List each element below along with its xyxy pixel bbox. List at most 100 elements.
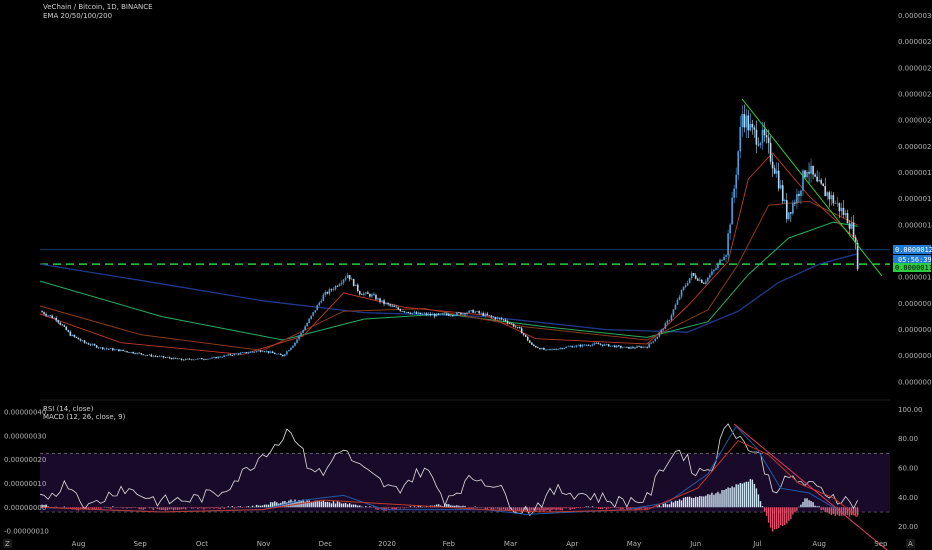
macd-histogram-bar[interactable] [342, 503, 345, 508]
candle-body[interactable] [557, 348, 559, 350]
macd-histogram-bar[interactable] [543, 507, 545, 512]
macd-histogram-bar[interactable] [288, 500, 290, 508]
candle-body[interactable] [591, 344, 594, 346]
candle-body[interactable] [379, 298, 381, 302]
candle-body[interactable] [116, 349, 118, 350]
macd-histogram-bar[interactable] [692, 497, 695, 508]
candle-body[interactable] [247, 352, 250, 354]
candle-body[interactable] [429, 313, 432, 316]
candle-body[interactable] [607, 344, 610, 347]
macd-histogram-bar[interactable] [399, 507, 401, 509]
candle-body[interactable] [358, 290, 361, 295]
macd-histogram-bar[interactable] [828, 507, 830, 514]
macd-histogram-bar[interactable] [666, 504, 669, 508]
candle-body[interactable] [741, 114, 744, 127]
candle-body[interactable] [559, 348, 561, 349]
macd-histogram-bar[interactable] [47, 506, 49, 508]
candle-body[interactable] [352, 279, 355, 286]
macd-histogram-bar[interactable] [178, 507, 181, 510]
candle-body[interactable] [634, 347, 636, 349]
candle-body[interactable] [243, 352, 246, 353]
macd-histogram-bar[interactable] [759, 501, 762, 508]
macd-histogram-bar[interactable] [318, 501, 320, 508]
candle-body[interactable] [500, 318, 503, 320]
macd-histogram-bar[interactable] [796, 507, 798, 511]
macd-histogram-bar[interactable] [648, 507, 650, 509]
candle-body[interactable] [348, 275, 351, 280]
candle-body[interactable] [520, 328, 523, 334]
macd-histogram-bar[interactable] [170, 507, 173, 510]
candle-body[interactable] [498, 317, 501, 319]
candle-body[interactable] [209, 358, 211, 360]
macd-histogram-bar[interactable] [737, 484, 739, 508]
candle-body[interactable] [221, 357, 223, 358]
macd-histogram-bar[interactable] [686, 496, 689, 508]
macd-histogram-bar[interactable] [846, 507, 849, 515]
candle-body[interactable] [713, 269, 715, 272]
macd-histogram-bar[interactable] [87, 507, 90, 510]
candle-body[interactable] [79, 339, 82, 341]
candle-body[interactable] [794, 203, 796, 204]
macd-histogram-bar[interactable] [634, 507, 636, 511]
candle-body[interactable] [757, 144, 760, 146]
candle-body[interactable] [235, 353, 238, 355]
candle-body[interactable] [664, 323, 667, 329]
macd-histogram-bar[interactable] [377, 507, 379, 510]
candle-body[interactable] [808, 171, 810, 174]
rsi-line[interactable] [39, 423, 858, 517]
candle-body[interactable] [840, 207, 843, 212]
candle-body[interactable] [626, 346, 628, 348]
macd-histogram-bar[interactable] [371, 507, 373, 508]
macd-histogram-bar[interactable] [259, 505, 262, 508]
macd-histogram-bar[interactable] [352, 504, 355, 508]
candle-body[interactable] [844, 213, 847, 216]
candle-body[interactable] [377, 298, 379, 300]
macd-histogram-bar[interactable] [802, 501, 804, 508]
candle-body[interactable] [601, 344, 604, 346]
macd-histogram-bar[interactable] [741, 483, 743, 508]
candle-body[interactable] [435, 313, 438, 317]
candle-body[interactable] [427, 313, 430, 315]
candle-body[interactable] [518, 327, 521, 329]
candle-body[interactable] [231, 355, 234, 356]
macd-histogram-bar[interactable] [810, 500, 812, 508]
macd-histogram-bar[interactable] [108, 507, 110, 509]
candle-body[interactable] [533, 344, 535, 346]
candle-body[interactable] [563, 348, 565, 349]
candle-body[interactable] [47, 315, 49, 317]
macd-histogram-bar[interactable] [587, 506, 590, 508]
candle-body[interactable] [387, 303, 389, 305]
candle-body[interactable] [703, 282, 705, 284]
macd-histogram-bar[interactable] [85, 507, 88, 509]
macd-histogram-bar[interactable] [274, 501, 276, 508]
macd-histogram-bar[interactable] [383, 507, 385, 511]
candle-body[interactable] [203, 359, 205, 360]
candle-body[interactable] [284, 354, 286, 357]
macd-histogram-bar[interactable] [55, 506, 57, 508]
candle-body[interactable] [140, 353, 142, 355]
candle-body[interactable] [524, 334, 527, 337]
candle-body[interactable] [403, 311, 406, 313]
macd-histogram-bar[interactable] [156, 507, 159, 510]
candle-body[interactable] [715, 268, 717, 270]
macd-histogram-bar[interactable] [751, 479, 754, 508]
macd-histogram-bar[interactable] [583, 507, 586, 508]
macd-histogram-bar[interactable] [45, 504, 47, 508]
macd-histogram-bar[interactable] [330, 503, 333, 508]
macd-histogram-bar[interactable] [476, 507, 478, 509]
macd-histogram-bar[interactable] [640, 507, 642, 509]
candle-body[interactable] [486, 313, 489, 316]
macd-histogram-bar[interactable] [672, 502, 675, 508]
macd-histogram-bar[interactable] [771, 507, 774, 532]
macd-histogram-bar[interactable] [437, 504, 440, 508]
candle-body[interactable] [89, 344, 92, 346]
macd-histogram-bar[interactable] [695, 496, 697, 508]
macd-histogram-bar[interactable] [792, 507, 794, 515]
candle-body[interactable] [393, 305, 395, 307]
candle-body[interactable] [731, 197, 733, 225]
macd-histogram-bar[interactable] [393, 507, 395, 511]
macd-histogram-bar[interactable] [41, 504, 43, 508]
macd-histogram-bar[interactable] [500, 507, 503, 511]
macd-histogram-bar[interactable] [405, 507, 408, 508]
candle-body[interactable] [454, 315, 456, 316]
